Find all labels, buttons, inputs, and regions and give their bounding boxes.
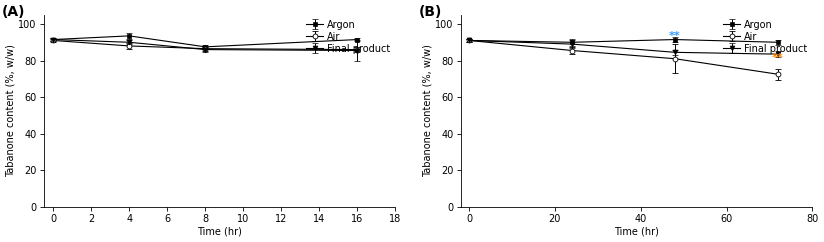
Y-axis label: Tabanone content (%, w/w): Tabanone content (%, w/w) [423, 44, 433, 177]
X-axis label: Time (hr): Time (hr) [197, 227, 242, 236]
Text: (B): (B) [419, 5, 442, 19]
Y-axis label: Tabanone content (%, w/w): Tabanone content (%, w/w) [6, 44, 16, 177]
Text: **: ** [772, 53, 784, 63]
Legend: Argon, Air, Final product: Argon, Air, Final product [721, 18, 809, 56]
Text: **: ** [669, 31, 681, 41]
X-axis label: Time (hr): Time (hr) [614, 227, 659, 236]
Text: (A): (A) [2, 5, 25, 19]
Legend: Argon, Air, Final product: Argon, Air, Final product [304, 18, 392, 56]
